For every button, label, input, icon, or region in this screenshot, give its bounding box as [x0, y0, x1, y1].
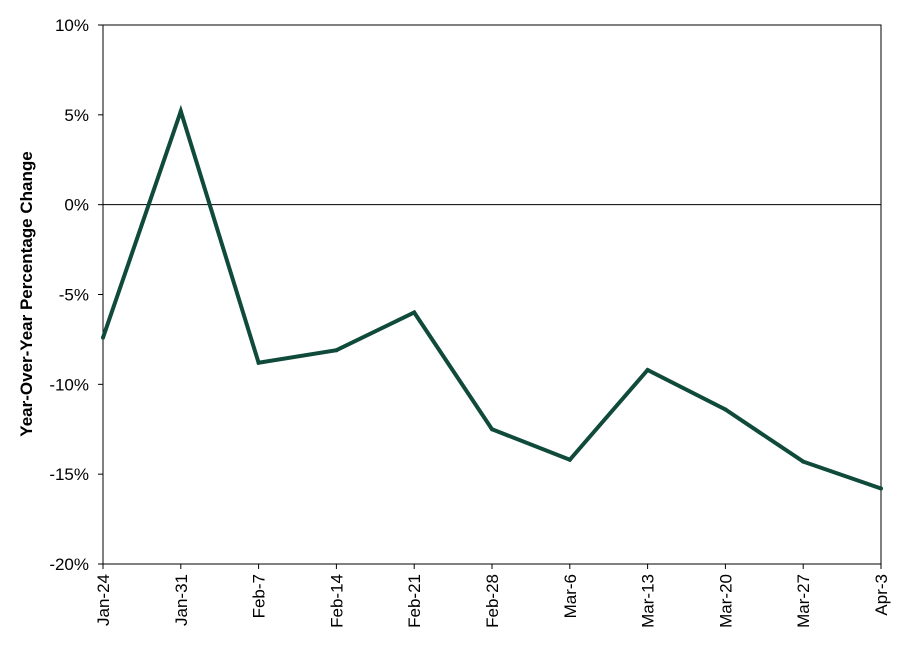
y-tick-label: -15% [49, 465, 89, 484]
x-tick-label: Feb-14 [327, 574, 346, 628]
data-point [645, 367, 650, 372]
y-tick-label: 5% [64, 106, 89, 125]
x-tick-label: Mar-13 [639, 574, 658, 628]
data-point [801, 459, 806, 464]
data-point [256, 360, 261, 365]
data-point [490, 427, 494, 432]
x-tick-label: Jan-31 [172, 574, 191, 626]
x-tick-label: Mar-27 [794, 574, 813, 628]
x-axis-ticks: Jan-24 Jan-31 Feb-7 Feb-14 Feb-21 Feb-28 Mar-6… [94, 564, 891, 628]
x-tick-label: Apr-3 [872, 574, 891, 616]
data-point [879, 486, 883, 491]
y-axis-ticks: 10% 5% 0% -5% -10% -15% -20% [49, 16, 103, 574]
plot-area [102, 24, 882, 565]
data-point [567, 457, 572, 462]
x-tick-label: Feb-28 [483, 574, 502, 628]
y-tick-label: 10% [55, 16, 89, 35]
data-point [723, 407, 728, 412]
y-tick-label: -5% [59, 286, 89, 305]
x-tick-label: Jan-24 [94, 574, 113, 626]
data-point [178, 109, 183, 114]
y-tick-label: -10% [49, 375, 89, 394]
x-tick-label: Feb-7 [250, 574, 269, 618]
y-axis-title: Year-Over-Year Percentage Change [17, 151, 36, 436]
data-point [101, 335, 105, 340]
data-points [101, 109, 883, 491]
y-tick-label: 0% [64, 196, 89, 215]
data-point [334, 348, 339, 353]
x-tick-label: Feb-21 [405, 574, 424, 628]
data-point [412, 310, 417, 315]
x-tick-label: Mar-20 [716, 574, 735, 628]
x-tick-label: Mar-6 [561, 574, 580, 618]
y-tick-label: -20% [49, 555, 89, 574]
